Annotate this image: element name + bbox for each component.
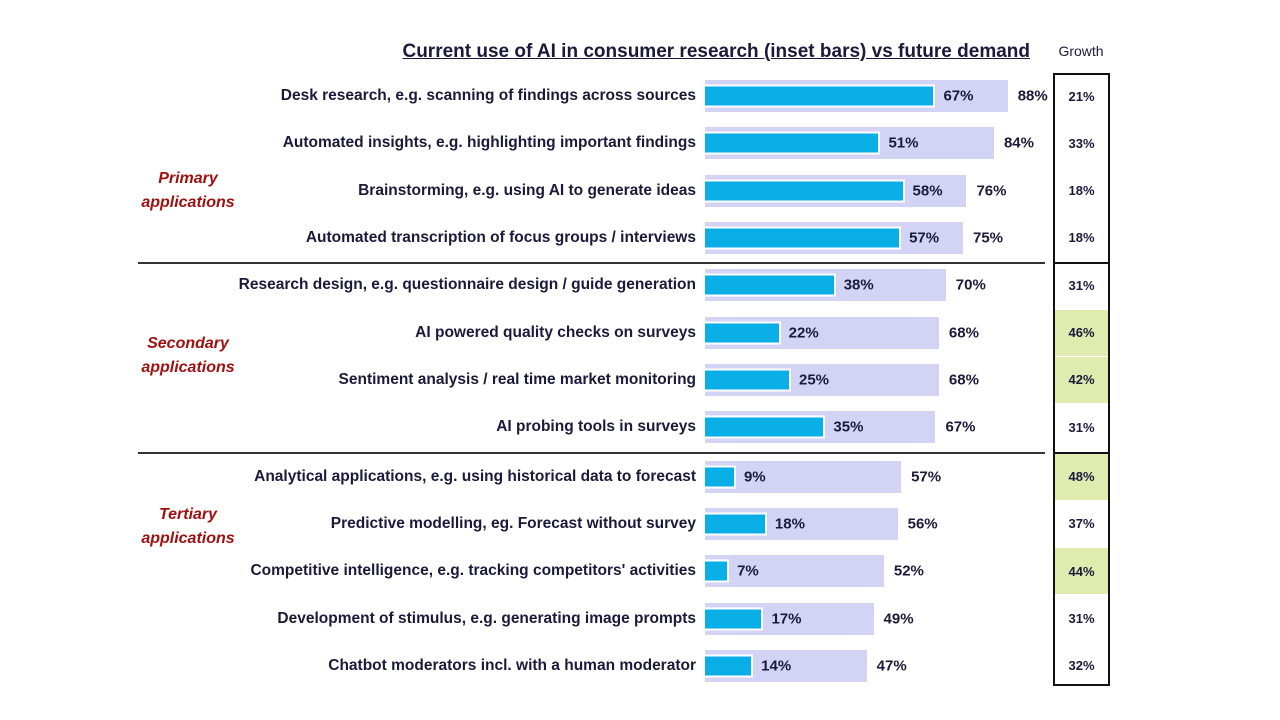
category-label: Analytical applications, e.g. using hist…	[254, 467, 696, 485]
current-use-bar	[705, 131, 881, 155]
future-demand-value: 52%	[893, 562, 924, 580]
future-demand-value: 68%	[948, 371, 979, 389]
category-label: Competitive intelligence, e.g. tracking …	[250, 562, 696, 580]
current-use-value: 51%	[888, 134, 919, 152]
future-demand-value: 70%	[955, 276, 986, 294]
current-use-bar	[705, 607, 764, 631]
current-use-bar	[705, 465, 736, 489]
growth-value: 33%	[1068, 135, 1095, 151]
future-demand-bar	[705, 555, 884, 588]
current-use-value: 67%	[943, 87, 974, 105]
future-demand-value: 88%	[1017, 87, 1048, 105]
category-label: Development of stimulus, e.g. generating…	[277, 609, 696, 627]
growth-value: 37%	[1068, 516, 1095, 532]
growth-value: 48%	[1055, 453, 1108, 500]
group-separator	[138, 451, 1045, 454]
future-demand-value: 68%	[948, 324, 979, 342]
current-use-value: 18%	[774, 515, 805, 533]
current-use-value: 58%	[912, 182, 943, 200]
current-use-bar	[705, 415, 826, 439]
current-use-value: 57%	[909, 229, 940, 247]
current-use-bar	[705, 512, 767, 536]
current-use-value: 14%	[761, 657, 792, 675]
future-demand-value: 56%	[907, 515, 938, 533]
current-use-value: 17%	[771, 610, 802, 628]
current-use-value: 38%	[843, 276, 874, 294]
growth-value: 32%	[1068, 658, 1095, 674]
future-demand-value: 76%	[976, 182, 1007, 200]
current-use-bar	[705, 84, 936, 108]
current-use-bar	[705, 273, 836, 297]
current-use-value: 22%	[788, 324, 819, 342]
growth-column-box	[1053, 73, 1110, 686]
category-label: Predictive modelling, eg. Forecast witho…	[330, 514, 696, 532]
category-label: Sentiment analysis / real time market mo…	[338, 370, 696, 388]
growth-value: 18%	[1068, 183, 1095, 199]
current-use-value: 7%	[737, 562, 759, 580]
category-label: Desk research, e.g. scanning of findings…	[280, 87, 696, 104]
category-label: AI probing tools in surveys	[496, 418, 696, 436]
growth-value: 31%	[1068, 419, 1095, 435]
chart-title: Current use of AI in consumer research (…	[402, 41, 1030, 62]
current-use-value: 35%	[833, 418, 864, 436]
group-label: Tertiary applications	[141, 505, 235, 547]
future-demand-bar	[705, 460, 902, 493]
growth-value: 18%	[1068, 230, 1095, 246]
growth-value: 42%	[1055, 356, 1108, 403]
category-label: Chatbot moderators incl. with a human mo…	[328, 656, 696, 674]
current-use-bar	[705, 226, 902, 250]
category-label: Automated insights, e.g. highlighting im…	[282, 134, 696, 152]
current-use-bar	[705, 559, 730, 583]
group-label: Primary applications	[141, 169, 235, 211]
growth-separator	[1053, 451, 1110, 454]
growth-value: 46%	[1055, 309, 1108, 356]
category-label: Brainstorming, e.g. using AI to generate…	[358, 181, 696, 199]
current-use-bar	[705, 179, 905, 203]
future-demand-value: 49%	[883, 610, 914, 628]
future-demand-value: 67%	[945, 418, 976, 436]
growth-value: 21%	[1068, 88, 1095, 104]
category-label: Automated transcription of focus groups …	[305, 228, 696, 246]
future-demand-value: 57%	[911, 468, 942, 486]
current-use-bar	[705, 654, 754, 678]
group-separator	[138, 261, 1045, 264]
growth-separator	[1053, 261, 1110, 264]
growth-value: 31%	[1068, 611, 1095, 627]
current-use-value: 9%	[743, 468, 766, 486]
future-demand-value: 47%	[876, 657, 907, 675]
group-label: Secondary applications	[141, 335, 235, 377]
growth-header: Growth	[1058, 43, 1104, 59]
future-demand-value: 75%	[973, 229, 1004, 247]
current-use-value: 25%	[799, 371, 830, 389]
future-demand-value: 84%	[1003, 134, 1034, 152]
current-use-bar	[705, 321, 781, 345]
growth-value: 31%	[1068, 277, 1095, 293]
growth-value: 44%	[1055, 548, 1108, 595]
category-label: AI powered quality checks on surveys	[415, 323, 696, 341]
current-use-bar	[705, 368, 791, 392]
category-label: Research design, e.g. questionnaire desi…	[238, 276, 696, 294]
